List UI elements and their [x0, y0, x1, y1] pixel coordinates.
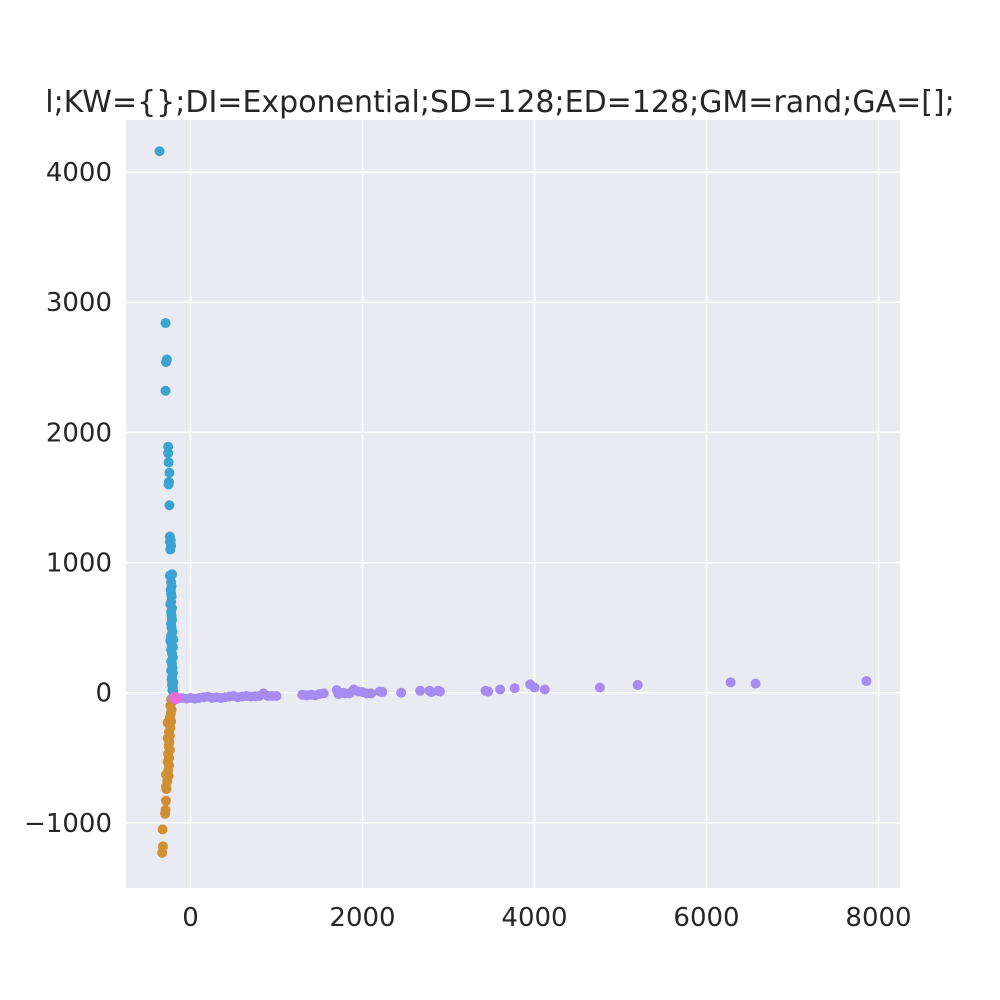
y-tick-label: 3000 — [46, 288, 112, 318]
series-1-point — [167, 569, 178, 580]
series-3-point — [396, 687, 407, 698]
y-tick-label: −1000 — [24, 809, 112, 839]
series-2-point — [162, 717, 173, 728]
series-3-point — [271, 691, 282, 701]
series-1-point — [164, 500, 175, 511]
x-tick-label: 8000 — [845, 903, 911, 933]
series-2-point — [160, 795, 171, 806]
series-3-point — [509, 683, 520, 694]
series-1-point — [163, 457, 174, 468]
chart-title: l;KW={};DI=Exponential;SD=128;ED=128;GM=… — [45, 85, 955, 120]
series-3-point — [366, 688, 377, 699]
series-1-point — [160, 385, 171, 396]
y-tick-label: 4000 — [46, 158, 112, 188]
y-tick-label: 1000 — [46, 549, 112, 579]
series-3-point — [483, 686, 494, 697]
x-tick-label: 2000 — [329, 903, 395, 933]
series-2-point — [160, 804, 171, 815]
series-3-point — [725, 677, 736, 688]
series-3-point — [495, 684, 506, 695]
y-tick-label: 2000 — [46, 418, 112, 448]
series-3-point — [632, 679, 643, 690]
series-1-point — [163, 479, 174, 490]
series-3-point — [529, 682, 540, 693]
series-1-point — [154, 146, 165, 157]
y-tick-label: 0 — [95, 679, 112, 709]
series-3-point — [594, 682, 605, 693]
series-2-point — [157, 824, 168, 835]
series-1-point — [160, 318, 171, 329]
x-tick-label: 4000 — [501, 903, 567, 933]
series-3-point — [318, 688, 329, 699]
series-3-point — [539, 684, 550, 695]
series-3-point — [861, 676, 872, 687]
series-1-point — [165, 544, 176, 555]
series-4-point — [171, 693, 182, 704]
plot-area — [126, 120, 900, 888]
x-tick-label: 0 — [182, 903, 199, 933]
series-1-point — [163, 448, 174, 459]
x-axis-ticks: 0 2000 4000 6000 8000 — [182, 903, 911, 933]
series-3-point — [377, 687, 388, 698]
series-1-point — [164, 467, 175, 478]
series-2-point — [157, 841, 168, 852]
x-tick-label: 6000 — [673, 903, 739, 933]
data-points — [154, 146, 872, 858]
series-1-point — [160, 357, 171, 368]
series-3-point — [415, 685, 426, 696]
series-3-point — [750, 678, 761, 689]
y-axis-ticks: −1000 0 1000 2000 3000 4000 — [24, 158, 112, 839]
series-3-point — [434, 686, 445, 697]
